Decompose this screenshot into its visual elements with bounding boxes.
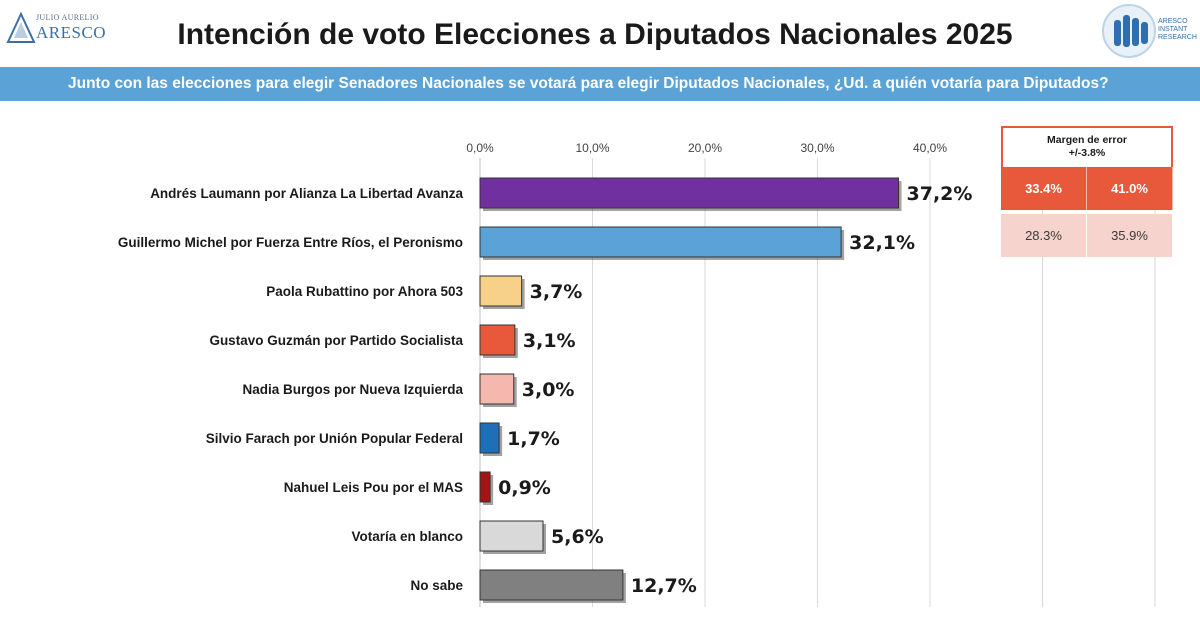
data-label: 1,7%: [507, 428, 560, 450]
category-label: Paola Rubattino por Ahora 503: [266, 284, 463, 299]
category-label: Nadia Burgos por Nueva Izquierda: [242, 382, 463, 397]
data-label: 3,0%: [522, 379, 575, 401]
margin-row-1: 33.4% 41.0%: [1001, 167, 1173, 210]
category-label: Andrés Laumann por Alianza La Libertad A…: [150, 186, 463, 201]
x-tick-label: 20,0%: [688, 141, 722, 155]
data-label: 12,7%: [631, 575, 697, 597]
category-label: Gustavo Guzmán por Partido Socialista: [209, 333, 463, 348]
x-tick-label: 40,0%: [913, 141, 947, 155]
bar: [479, 569, 624, 601]
horizontal-bar-chart: 0,0% 10,0% 20,0% 30,0% 40,0% Andrés Laumann p…: [118, 141, 1156, 607]
data-label: 0,9%: [498, 477, 551, 499]
data-label: 37,2%: [907, 183, 973, 205]
category-label: Silvio Farach por Unión Popular Federal: [206, 431, 463, 446]
bar: [479, 520, 544, 552]
data-label: 32,1%: [849, 232, 915, 254]
category-label: Guillermo Michel por Fuerza Entre Ríos, …: [118, 235, 463, 250]
subtitle-bar: Junto con las elecciones para elegir Sen…: [0, 67, 1200, 101]
data-label: 3,7%: [530, 281, 583, 303]
bar: [479, 324, 516, 356]
margin-of-error-table: Margen de error +/-3.8% 33.4% 41.0% 28.3…: [1001, 126, 1173, 257]
bar: [479, 373, 515, 405]
margin-cell-high: 41.0%: [1087, 167, 1173, 210]
bar: [479, 422, 500, 454]
figures-badge-icon: [1102, 4, 1156, 58]
bar: [479, 275, 523, 307]
margin-row-2: 28.3% 35.9%: [1001, 210, 1173, 257]
category-label: No sabe: [410, 578, 463, 593]
logo-small-text: JULIO AURELIO: [36, 13, 99, 22]
logo-right-text: ARESCO INSTANT RESEARCH: [1158, 18, 1197, 41]
bar: [479, 226, 842, 258]
triangle-logo-icon: [6, 12, 36, 43]
category-label: Votaría en blanco: [351, 529, 463, 544]
margin-cell-high: 35.9%: [1087, 214, 1173, 257]
margin-cell-low: 33.4%: [1001, 167, 1087, 210]
margin-table-header: Margen de error +/-3.8%: [1001, 126, 1173, 167]
bar: [479, 177, 899, 209]
logo-big-text: ARESCO: [36, 23, 107, 42]
page-title: Intención de voto Elecciones a Diputados…: [177, 18, 1013, 51]
data-label: 3,1%: [523, 330, 576, 352]
x-tick-label: 0,0%: [466, 141, 494, 155]
margin-cell-low: 28.3%: [1001, 214, 1087, 257]
category-label: Nahuel Leis Pou por el MAS: [284, 480, 463, 495]
x-tick-label: 30,0%: [800, 141, 834, 155]
data-label: 5,6%: [551, 526, 604, 548]
bar: [479, 471, 491, 503]
x-tick-label: 10,0%: [575, 141, 609, 155]
aresco-instant-research-logo: ARESCO INSTANT RESEARCH: [1102, 4, 1197, 58]
aresco-logo: JULIO AURELIO ARESCO: [6, 8, 118, 52]
